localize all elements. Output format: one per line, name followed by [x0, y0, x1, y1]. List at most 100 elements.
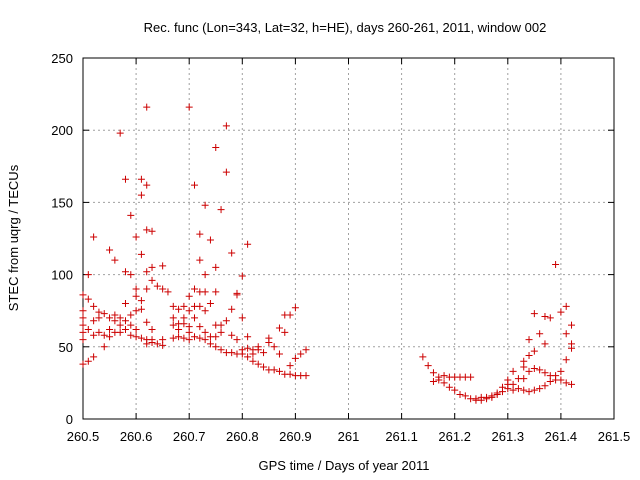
data-point: [217, 206, 225, 214]
data-point: [217, 321, 225, 329]
data-point: [143, 268, 151, 276]
data-point: [169, 321, 177, 329]
data-point: [127, 321, 135, 329]
data-point: [100, 310, 108, 318]
data-point: [520, 375, 528, 383]
data-point: [132, 333, 140, 341]
data-point: [185, 292, 193, 300]
data-point: [116, 321, 124, 329]
data-point: [180, 302, 188, 310]
data-point: [525, 388, 533, 396]
data-point: [137, 250, 145, 258]
data-point: [191, 314, 199, 322]
data-point: [201, 271, 209, 279]
data-point: [461, 392, 469, 400]
data-point: [121, 268, 129, 276]
data-point: [132, 325, 140, 333]
data-point: [153, 340, 161, 348]
data-point: [111, 256, 119, 264]
data-point: [180, 320, 188, 328]
data-point: [541, 382, 549, 390]
data-point: [196, 230, 204, 238]
data-point: [217, 346, 225, 354]
data-point: [233, 291, 241, 299]
data-point: [95, 328, 103, 336]
data-point: [159, 285, 167, 293]
data-point: [536, 385, 544, 393]
data-point: [121, 317, 129, 325]
data-point: [201, 288, 209, 296]
data-point: [132, 285, 140, 293]
data-point: [132, 233, 140, 241]
data-point: [164, 288, 172, 296]
data-point: [557, 308, 565, 316]
data-point: [233, 336, 241, 344]
data-point: [153, 282, 161, 290]
data-point: [238, 272, 246, 280]
data-point: [520, 386, 528, 394]
data-point: [137, 175, 145, 183]
data-point: [206, 340, 214, 348]
data-point: [467, 373, 475, 381]
axis-ticks: 260.5 260.6 260.7 260.8 260.9 261 261.1 261.2 26…: [51, 51, 630, 444]
data-point: [79, 307, 87, 315]
data-point: [84, 325, 92, 333]
data-point: [191, 333, 199, 341]
x-tick-label: 261.1: [385, 429, 418, 444]
data-point: [541, 312, 549, 320]
data-point: [244, 353, 252, 361]
data-point: [265, 338, 273, 346]
x-tick-label: 260.9: [279, 429, 312, 444]
data-point: [90, 302, 98, 310]
data-point: [159, 341, 167, 349]
y-tick-label: 0: [66, 412, 73, 427]
data-point: [100, 343, 108, 351]
data-point: [201, 336, 209, 344]
data-point: [121, 299, 129, 307]
data-point: [137, 334, 145, 342]
data-point: [520, 363, 528, 371]
data-point: [429, 369, 437, 377]
data-point: [552, 260, 560, 268]
data-point: [456, 390, 464, 398]
data-point: [90, 317, 98, 325]
data-point: [90, 233, 98, 241]
data-point: [525, 351, 533, 359]
data-point: [137, 297, 145, 305]
data-point: [557, 367, 565, 375]
data-point: [201, 328, 209, 336]
data-point: [106, 246, 114, 254]
plot-frame: [82, 57, 615, 420]
data-point: [196, 323, 204, 331]
data-point: [132, 307, 140, 315]
data-point: [275, 324, 283, 332]
data-point: [212, 333, 220, 341]
data-point: [557, 376, 565, 384]
data-point: [435, 376, 443, 384]
data-point: [222, 317, 230, 325]
data-point: [536, 330, 544, 338]
data-point: [440, 379, 448, 387]
data-point: [143, 340, 151, 348]
data-point: [206, 236, 214, 244]
data-point: [100, 331, 108, 339]
data-point: [79, 314, 87, 322]
data-point: [95, 314, 103, 322]
data-point: [286, 370, 294, 378]
data-point: [281, 328, 289, 336]
data-point: [297, 350, 305, 358]
data-point: [121, 175, 129, 183]
data-point: [127, 271, 135, 279]
data-point: [509, 386, 517, 394]
data-point: [568, 321, 576, 329]
x-tick-label: 260.8: [226, 429, 259, 444]
data-point: [143, 318, 151, 326]
data-point: [185, 307, 193, 315]
data-point: [568, 344, 576, 352]
data-point: [541, 369, 549, 377]
data-point: [127, 331, 135, 339]
data-point: [180, 334, 188, 342]
data-point: [302, 372, 310, 380]
data-point: [169, 334, 177, 342]
data-point: [143, 181, 151, 189]
